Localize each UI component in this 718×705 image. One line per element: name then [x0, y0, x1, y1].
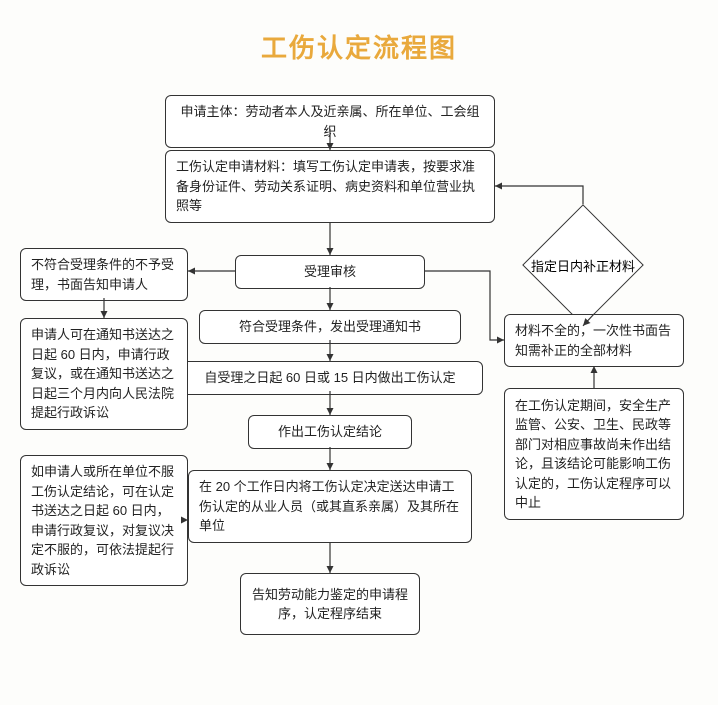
- node-reconsideration-litigation: 申请人可在通知书送达之日起 60 日内，申请行政复议，或在通知书送达之日起三个月…: [20, 318, 188, 430]
- node-issue-acceptance-notice: 符合受理条件，发出受理通知书: [199, 310, 461, 344]
- node-disagree-conclusion: 如申请人或所在单位不服工伤认定结论，可在认定书送达之日起 60 日内，申请行政复…: [20, 455, 188, 586]
- node-incomplete-materials: 材料不全的，一次性书面告知需补正的全部材料: [504, 314, 684, 367]
- node-applicant-subject: 申请主体：劳动者本人及近亲属、所在单位、工会组织: [165, 95, 495, 148]
- node-end-process: 告知劳动能力鉴定的申请程序，认定程序结束: [240, 573, 420, 635]
- node-application-materials: 工伤认定申请材料：填写工伤认定申请表，按要求准备身份证件、劳动关系证明、病史资料…: [165, 150, 495, 223]
- node-supplement-materials-diamond: 指定日内补正材料: [540, 222, 626, 308]
- node-decision-deadline: 自受理之日起 60 日或 15 日内做出工伤认定: [177, 361, 483, 395]
- node-suspend-process: 在工伤认定期间，安全生产监管、公安、卫生、民政等部门对相应事故尚未作出结论，且该…: [504, 388, 684, 520]
- diamond-label: 指定日内补正材料: [523, 222, 643, 308]
- node-make-conclusion: 作出工伤认定结论: [248, 415, 412, 449]
- node-acceptance-review: 受理审核: [235, 255, 425, 289]
- page-title: 工伤认定流程图: [0, 28, 718, 65]
- node-deliver-decision: 在 20 个工作日内将工伤认定决定送达申请工伤认定的从业人员（或其直系亲属）及其…: [188, 470, 472, 543]
- node-reject-written-notice: 不符合受理条件的不予受理，书面告知申请人: [20, 248, 188, 301]
